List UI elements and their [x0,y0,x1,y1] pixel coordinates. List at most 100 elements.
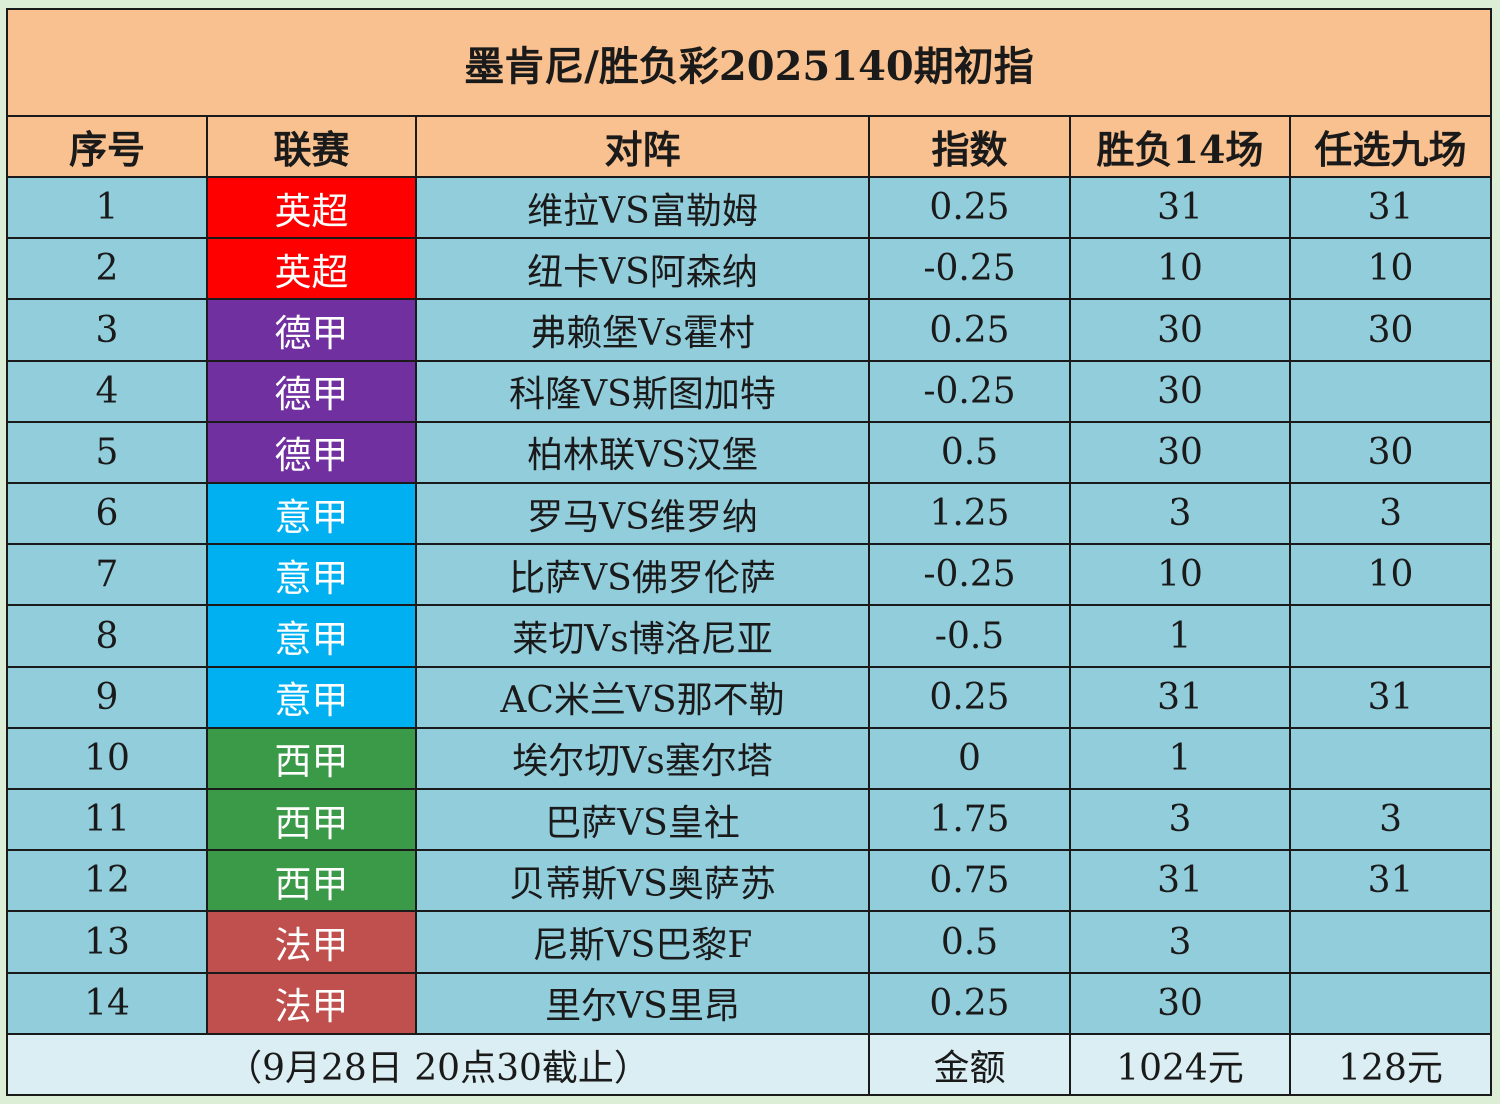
match-cell: 埃尔切Vs塞尔塔 [415,726,870,791]
r9-cell [1288,359,1493,423]
amount-label: 金额 [868,1033,1071,1096]
row-number: 1 [6,175,208,240]
row-number: 2 [6,237,208,301]
row-number: 6 [6,482,208,546]
index-cell: 0.5 [868,910,1071,974]
sf14-cell: 30 [1069,298,1291,362]
league-cell: 德甲 [206,298,417,362]
sf14-cell: 10 [1069,237,1291,301]
match-cell: 维拉VS富勒姆 [415,175,870,240]
table-row: 4 德甲 科隆VS斯图加特 -0.25 30 [6,359,1493,423]
header-index: 指数 [868,115,1071,178]
match-cell: 贝蒂斯VS奥萨苏 [415,849,870,913]
index-cell: 0 [868,726,1071,791]
footer-row: （9月28日 20点30截止） 金额 1024元 128元 [6,1033,1493,1096]
league-cell: 西甲 [206,849,417,913]
index-cell: 1.75 [868,788,1071,852]
match-cell: 莱切Vs博洛尼亚 [415,604,870,668]
match-cell: 柏林联VS汉堡 [415,420,870,485]
row-number: 10 [6,726,208,791]
deadline-note: （9月28日 20点30截止） [6,1033,870,1096]
row-number: 7 [6,543,208,607]
sf14-cell: 31 [1069,665,1291,729]
league-cell: 意甲 [206,543,417,607]
league-cell: 德甲 [206,420,417,485]
table-row: 11 西甲 巴萨VS皇社 1.75 3 3 [6,788,1493,852]
match-cell: 纽卡VS阿森纳 [415,237,870,301]
header-match: 对阵 [415,115,870,178]
r9-cell [1288,971,1493,1036]
table-row: 12 西甲 贝蒂斯VS奥萨苏 0.75 31 31 [6,849,1493,913]
match-cell: 巴萨VS皇社 [415,788,870,852]
table-row: 13 法甲 尼斯VS巴黎F 0.5 3 [6,910,1493,974]
league-cell: 法甲 [206,971,417,1036]
match-cell: AC米兰VS那不勒 [415,665,870,729]
r9-cell: 31 [1288,665,1493,729]
r9-amount: 128元 [1288,1033,1493,1096]
r9-cell [1288,604,1493,668]
row-number: 3 [6,298,208,362]
sf14-amount: 1024元 [1069,1033,1291,1096]
row-number: 4 [6,359,208,423]
r9-cell: 10 [1288,543,1493,607]
table-row: 9 意甲 AC米兰VS那不勒 0.25 31 31 [6,665,1493,729]
table-row: 8 意甲 莱切Vs博洛尼亚 -0.5 1 [6,604,1493,668]
league-cell: 意甲 [206,665,417,729]
sf14-cell: 3 [1069,910,1291,974]
header-row: 序号 联赛 对阵 指数 胜负14场 任选九场 [6,115,1493,178]
sf14-cell: 3 [1069,788,1291,852]
sf14-cell: 1 [1069,726,1291,791]
table-row: 6 意甲 罗马VS维罗纳 1.25 3 3 [6,482,1493,546]
row-number: 12 [6,849,208,913]
row-number: 9 [6,665,208,729]
table-row: 1 英超 维拉VS富勒姆 0.25 31 31 [6,175,1493,240]
sf14-cell: 31 [1069,849,1291,913]
index-cell: 0.25 [868,298,1071,362]
r9-cell: 10 [1288,237,1493,301]
sf14-cell: 30 [1069,420,1291,485]
header-r9: 任选九场 [1288,115,1493,178]
index-cell: 1.25 [868,482,1071,546]
r9-cell: 31 [1288,175,1493,240]
index-cell: -0.25 [868,543,1071,607]
header-sf14: 胜负14场 [1069,115,1291,178]
league-cell: 意甲 [206,482,417,546]
index-cell: 0.25 [868,175,1071,240]
row-number: 8 [6,604,208,668]
r9-cell: 31 [1288,849,1493,913]
index-cell: -0.25 [868,237,1071,301]
match-rows: 1 英超 维拉VS富勒姆 0.25 31 31 2 英超 纽卡VS阿森纳 -0.25 10 10 3 德甲… [6,175,1493,1036]
match-cell: 弗赖堡Vs霍村 [415,298,870,362]
table-row: 2 英超 纽卡VS阿森纳 -0.25 10 10 [6,237,1493,301]
row-number: 14 [6,971,208,1036]
table-row: 7 意甲 比萨VS佛罗伦萨 -0.25 10 10 [6,543,1493,607]
r9-cell: 3 [1288,788,1493,852]
table-row: 5 德甲 柏林联VS汉堡 0.5 30 30 [6,420,1493,485]
sf14-cell: 3 [1069,482,1291,546]
index-cell: -0.25 [868,359,1071,423]
row-number: 11 [6,788,208,852]
sf14-cell: 10 [1069,543,1291,607]
match-cell: 科隆VS斯图加特 [415,359,870,423]
index-cell: -0.5 [868,604,1071,668]
header-no: 序号 [6,115,208,178]
sf14-cell: 31 [1069,175,1291,240]
match-cell: 比萨VS佛罗伦萨 [415,543,870,607]
league-cell: 西甲 [206,788,417,852]
table-row: 3 德甲 弗赖堡Vs霍村 0.25 30 30 [6,298,1493,362]
league-cell: 法甲 [206,910,417,974]
r9-cell: 30 [1288,298,1493,362]
r9-cell: 30 [1288,420,1493,485]
header-league: 联赛 [206,115,417,178]
index-cell: 0.75 [868,849,1071,913]
league-cell: 德甲 [206,359,417,423]
table-row: 14 法甲 里尔VS里昂 0.25 30 [6,971,1493,1036]
match-cell: 里尔VS里昂 [415,971,870,1036]
r9-cell [1288,726,1493,791]
index-cell: 0.25 [868,665,1071,729]
league-cell: 英超 [206,237,417,301]
match-cell: 罗马VS维罗纳 [415,482,870,546]
sf14-cell: 30 [1069,971,1291,1036]
lottery-table: 墨肯尼/胜负彩2025140期初指 序号 联赛 对阵 指数 胜负14场 任选九场… [5,8,1493,1096]
r9-cell [1288,910,1493,974]
